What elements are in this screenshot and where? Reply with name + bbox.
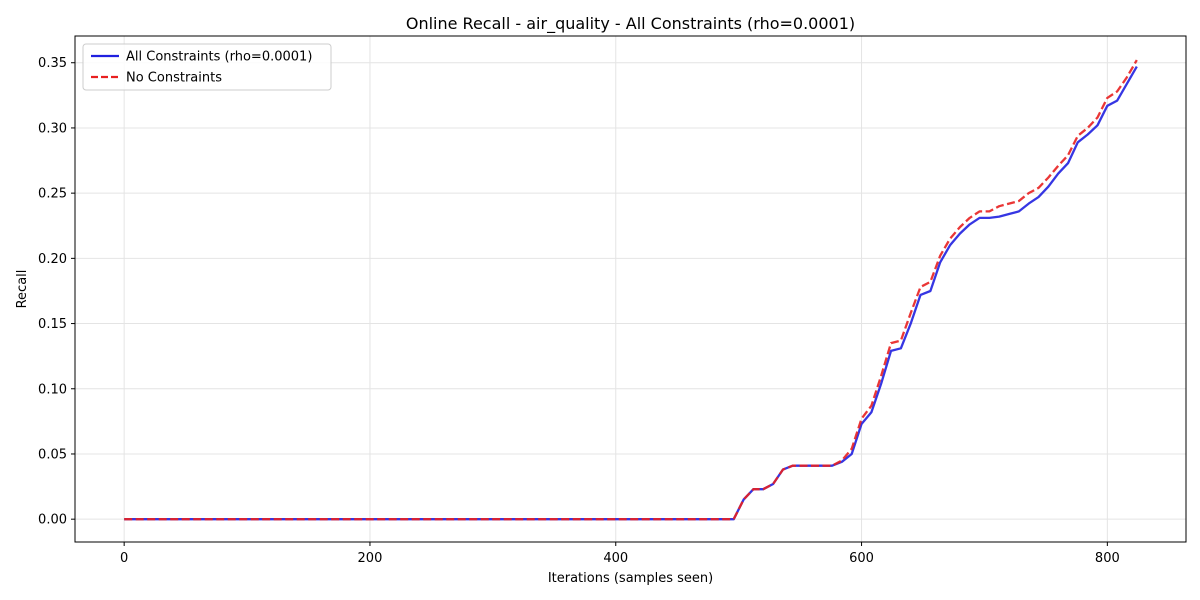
x-tick-label: 400 bbox=[603, 551, 628, 566]
legend-label: No Constraints bbox=[126, 71, 222, 86]
legend-label: All Constraints (rho=0.0001) bbox=[126, 50, 312, 65]
x-tick-label: 600 bbox=[849, 551, 874, 566]
y-tick-label: 0.20 bbox=[38, 252, 67, 267]
y-tick-label: 0.35 bbox=[38, 56, 67, 71]
grid bbox=[75, 36, 1186, 542]
x-tick-label: 800 bbox=[1095, 551, 1120, 566]
y-tick-label: 0.10 bbox=[38, 382, 67, 397]
y-tick-label: 0.05 bbox=[38, 447, 67, 462]
chart-title: Online Recall - air_quality - All Constr… bbox=[406, 14, 855, 34]
y-tick-label: 0.15 bbox=[38, 317, 67, 332]
y-tick-label: 0.00 bbox=[38, 513, 67, 528]
legend: All Constraints (rho=0.0001) No Constrain… bbox=[82, 43, 332, 91]
y-tick-label: 0.25 bbox=[38, 187, 67, 202]
x-axis-label: Iterations (samples seen) bbox=[548, 571, 713, 586]
y-tick-label: 0.30 bbox=[38, 121, 67, 136]
legend-box bbox=[82, 43, 332, 91]
x-tick-label: 0 bbox=[120, 551, 128, 566]
x-tick-label: 200 bbox=[358, 551, 383, 566]
axis-ticks: 0 200 400 600 800 0.00 0.05 0.10 0.15 0.20 0.25 0.3… bbox=[38, 56, 1120, 566]
series-lines bbox=[124, 59, 1138, 521]
series-line-no-constraints bbox=[124, 59, 1138, 521]
y-axis-label: Recall bbox=[15, 270, 30, 309]
plot-frame bbox=[74, 35, 1187, 543]
